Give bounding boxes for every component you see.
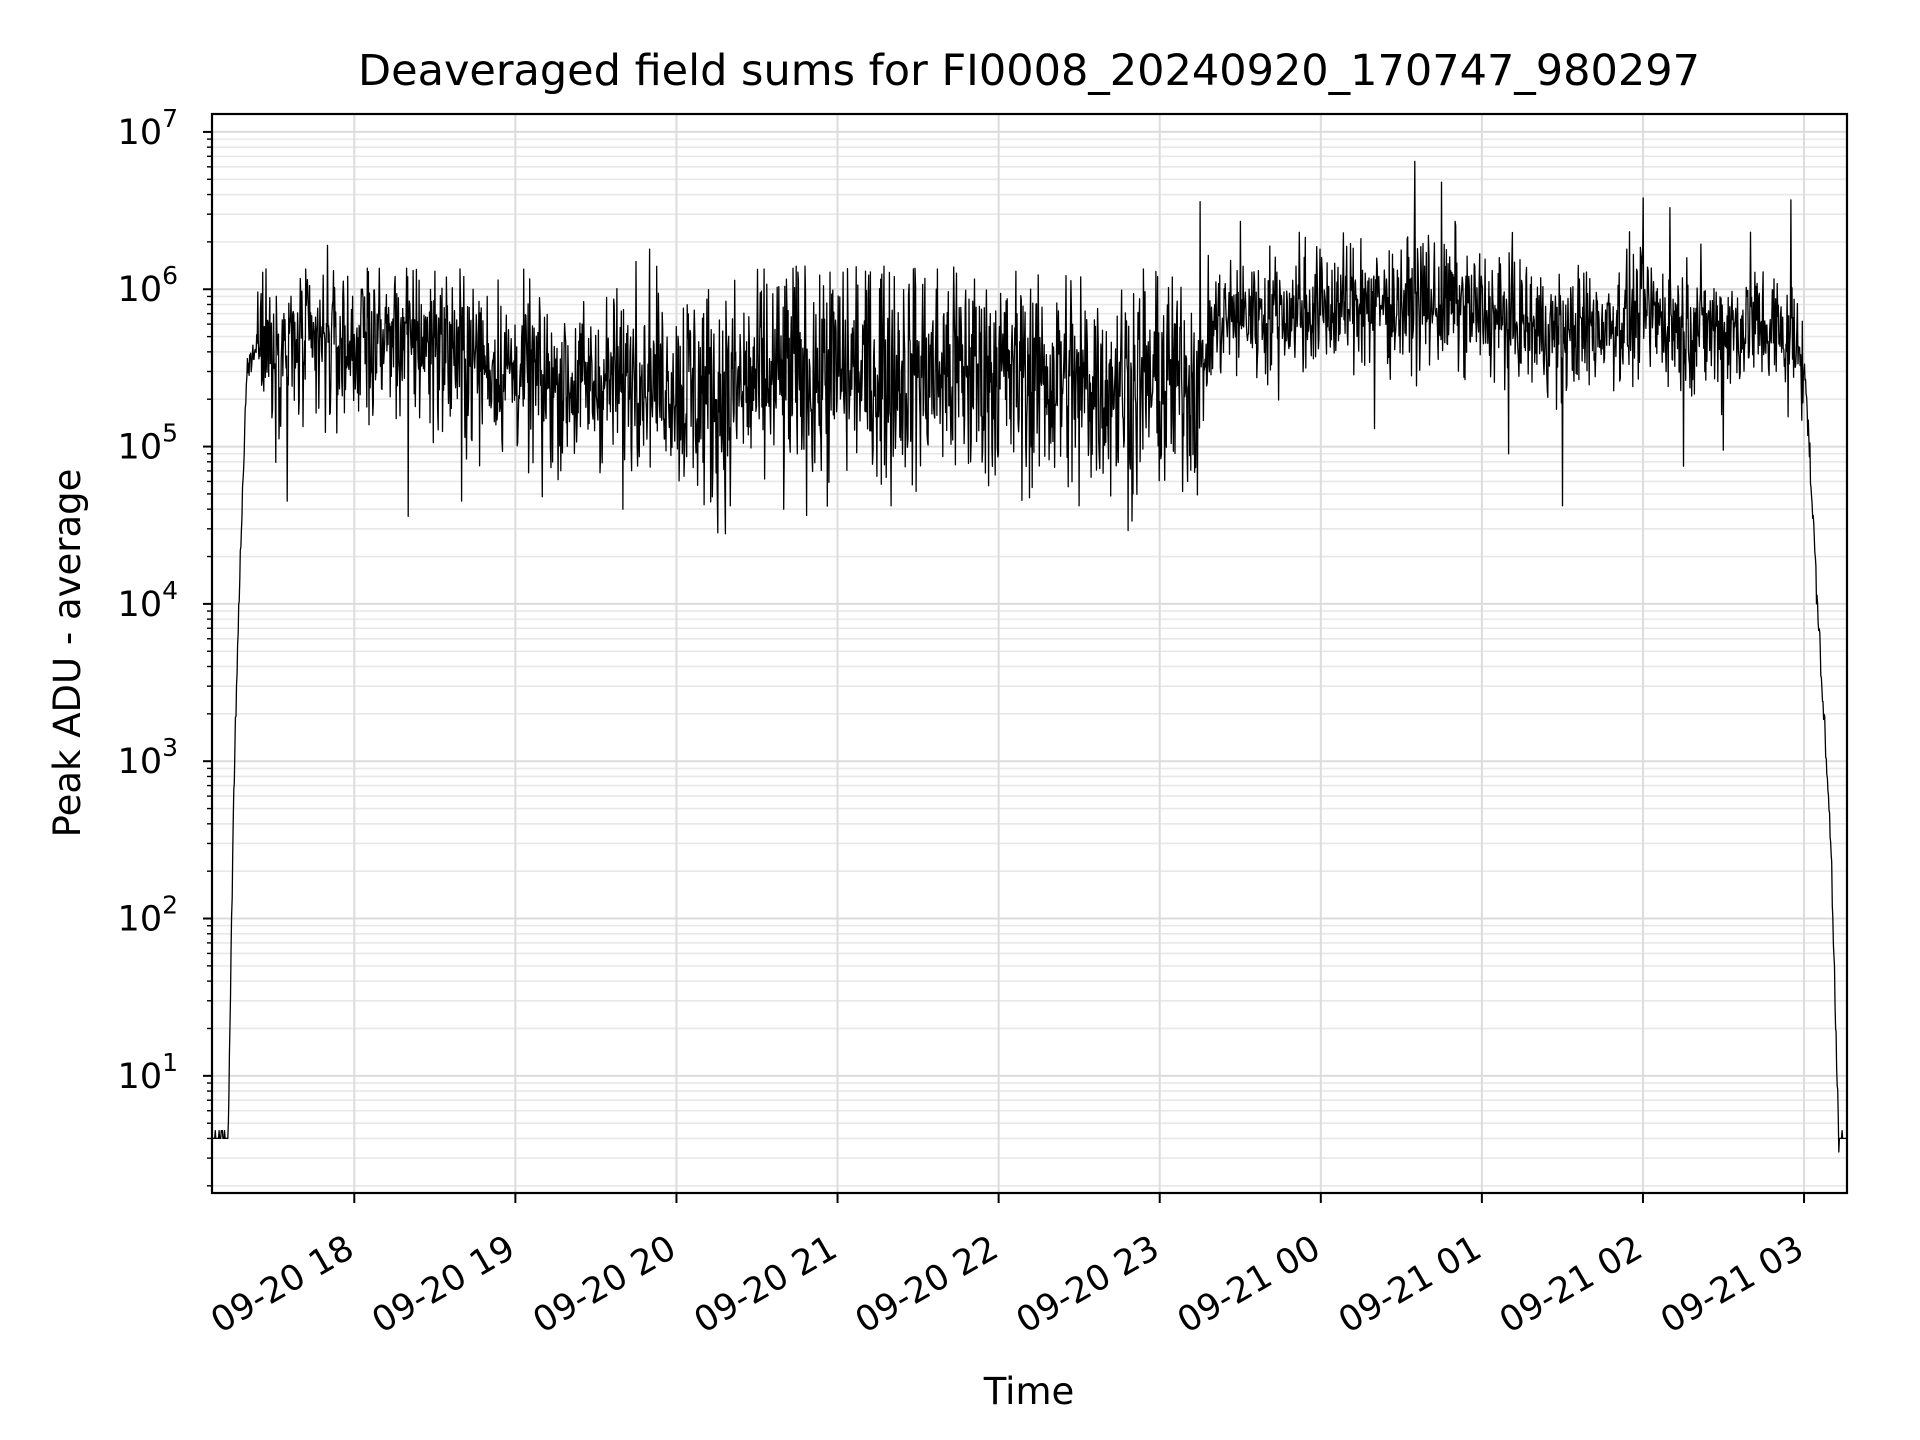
- y-tick-base: 10: [118, 900, 163, 940]
- data-layer: [211, 160, 1848, 1153]
- y-tick-exponent: 5: [162, 419, 178, 448]
- y-tick-exponent: 6: [162, 261, 178, 290]
- y-tick-base: 10: [118, 1057, 163, 1097]
- y-tick-label: 102: [118, 891, 178, 940]
- y-tick-base: 10: [118, 113, 163, 153]
- y-tick-exponent: 3: [162, 733, 178, 762]
- chart-title: Deaveraged field sums for FI0008_2024092…: [358, 46, 1700, 96]
- y-tick-label: 104: [118, 576, 178, 625]
- x-axis-label: Time: [983, 1370, 1075, 1413]
- y-tick-label: 107: [118, 104, 178, 153]
- y-axis-label: Peak ADU - average: [46, 469, 89, 838]
- y-tick-exponent: 1: [162, 1048, 178, 1077]
- y-tick-label: 101: [118, 1048, 178, 1097]
- y-tick-base: 10: [118, 742, 163, 782]
- data-line-series: [211, 160, 1848, 1153]
- y-tick-label: 103: [118, 733, 178, 782]
- y-tick-exponent: 2: [162, 891, 178, 920]
- y-tick-label: 106: [118, 261, 178, 310]
- plot-frame: [210, 112, 1849, 1195]
- y-tick-base: 10: [118, 270, 163, 310]
- y-tick-label: 105: [118, 419, 178, 468]
- y-tick-exponent: 7: [162, 104, 178, 133]
- y-tick-base: 10: [118, 585, 163, 625]
- y-tick-exponent: 4: [162, 576, 178, 605]
- y-tick-base: 10: [118, 428, 163, 468]
